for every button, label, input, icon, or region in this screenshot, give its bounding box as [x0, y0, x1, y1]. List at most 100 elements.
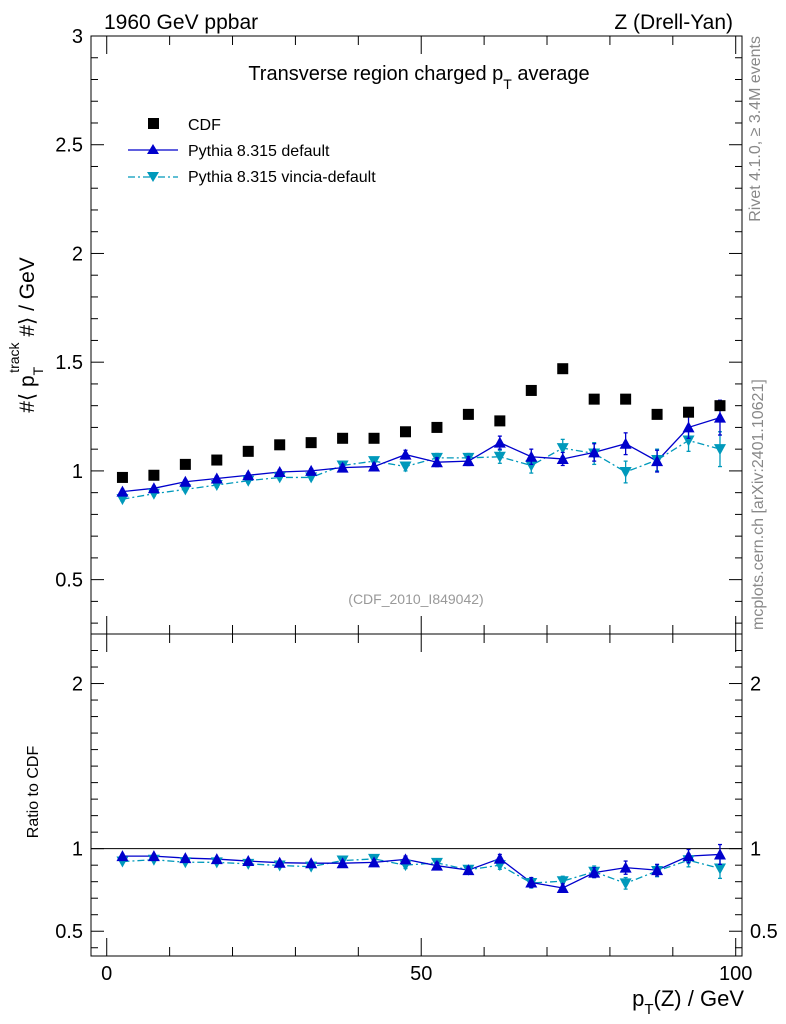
marker-default [336, 461, 349, 473]
y-tick-label: 1 [72, 461, 83, 483]
marker-default [588, 446, 601, 458]
line-vincia [122, 439, 721, 500]
ratio-marker-default [336, 857, 349, 869]
plot-title: Transverse region charged pT average [248, 63, 589, 92]
marker-default [399, 448, 412, 460]
x-axis-label: pT(Z) / GeV [632, 986, 744, 1018]
marker-default [242, 469, 255, 481]
ratio-line-vincia [122, 858, 721, 885]
marker-vincia [116, 494, 129, 506]
svg-text:#⟨ pTtrack #⟩ / GeV: #⟨ pTtrack #⟩ / GeV [6, 257, 46, 413]
legend: CDF Pythia 8.315 default Pythia 8.315 vi… [128, 117, 376, 186]
marker-vincia [525, 460, 538, 472]
marker-vincia [179, 484, 192, 496]
ratio-marker-default [525, 876, 538, 888]
marker-cdf [557, 363, 569, 375]
marker-default [210, 472, 223, 484]
ratio-y-tick-label-right: 2 [750, 674, 761, 696]
ratio-marker-default [242, 855, 255, 867]
ratio-marker-default [116, 850, 129, 862]
ratio-y-tick-label-right: 1 [750, 839, 761, 861]
marker-default [682, 421, 695, 433]
marker-vincia [682, 435, 695, 447]
ratio-line-default [122, 853, 721, 889]
legend-marker-default [147, 144, 159, 154]
marker-cdf [399, 426, 411, 438]
marker-cdf [116, 471, 128, 483]
ratio-marker-default [305, 857, 318, 869]
ratio-y-tick-label: 1 [72, 839, 83, 861]
marker-cdf [525, 384, 537, 396]
axes-layer: 0.5 1 1.5 2 2.5 3 0.5 0.5 1 1 2 2 0 50 100 [55, 26, 778, 985]
ratio-marker-default [399, 853, 412, 865]
ratio-y-tick-label-right: 0.5 [750, 921, 778, 943]
y-tick-label: 1.5 [55, 352, 83, 374]
legend-label-vincia: Pythia 8.315 vincia-default [188, 169, 376, 186]
x-tick-label: 100 [719, 963, 752, 985]
ratio-y-tick-label: 0.5 [55, 921, 83, 943]
ratio-marker-default [619, 861, 632, 873]
ratio-marker-vincia [556, 876, 569, 888]
marker-default [651, 455, 664, 467]
header-left: 1960 GeV ppbar [104, 11, 258, 34]
marker-default [147, 482, 160, 494]
marker-cdf [431, 421, 443, 433]
marker-cdf [651, 408, 663, 420]
x-tick-label: 0 [101, 963, 112, 985]
ratio-marker-default [493, 852, 506, 864]
marker-vincia [399, 461, 412, 473]
rivet-version-label: Rivet 4.1.0, ≥ 3.4M events [747, 36, 764, 222]
marker-cdf [148, 469, 160, 481]
y-tick-label: 2 [72, 243, 83, 265]
ratio-marker-default [273, 856, 286, 868]
marker-vincia [713, 444, 726, 456]
y-axis-label: #⟨ pTtrack #⟩ / GeV [6, 257, 46, 413]
marker-cdf [211, 454, 223, 466]
ratio-marker-default [682, 850, 695, 862]
ratio-marker-default [713, 848, 726, 860]
ratio-marker-default [588, 866, 601, 878]
marker-default [525, 450, 538, 462]
data-layer [116, 363, 726, 893]
marker-cdf [714, 400, 726, 412]
x-tick-label: 50 [410, 963, 432, 985]
legend-label-cdf: CDF [188, 117, 221, 134]
marker-vincia [493, 451, 506, 463]
legend-marker-cdf [148, 118, 159, 129]
line-default [122, 417, 721, 493]
legend-marker-vincia [147, 172, 159, 182]
y-tick-label: 3 [72, 26, 83, 48]
marker-vincia [619, 466, 632, 478]
marker-default [493, 436, 506, 448]
ratio-marker-default [147, 850, 160, 862]
marker-cdf [337, 432, 349, 444]
ratio-marker-default [556, 881, 569, 893]
marker-cdf [274, 439, 286, 451]
ratio-marker-default [462, 864, 475, 876]
marker-cdf [494, 415, 506, 427]
ratio-panel-frame [90, 633, 743, 957]
marker-default [179, 475, 192, 487]
marker-cdf [242, 445, 254, 457]
ratio-y-tick-label: 2 [72, 674, 83, 696]
marker-default [556, 452, 569, 464]
marker-default [116, 485, 129, 497]
marker-default [462, 455, 475, 467]
legend-label-default: Pythia 8.315 default [188, 143, 330, 160]
ratio-marker-default [651, 864, 664, 876]
marker-cdf [683, 406, 695, 418]
ratio-marker-vincia [619, 878, 632, 890]
ratio-marker-vincia [713, 863, 726, 875]
header-right: Z (Drell-Yan) [614, 11, 733, 34]
ratio-marker-default [430, 859, 443, 871]
ratio-marker-default [210, 853, 223, 865]
analysis-id: (CDF_2010_I849042) [348, 591, 483, 607]
marker-vincia [556, 443, 569, 455]
marker-default [713, 411, 726, 423]
marker-cdf [179, 458, 191, 470]
y-tick-label: 2.5 [55, 135, 83, 157]
marker-cdf [305, 437, 317, 449]
marker-cdf [588, 393, 600, 405]
marker-default [273, 465, 286, 477]
